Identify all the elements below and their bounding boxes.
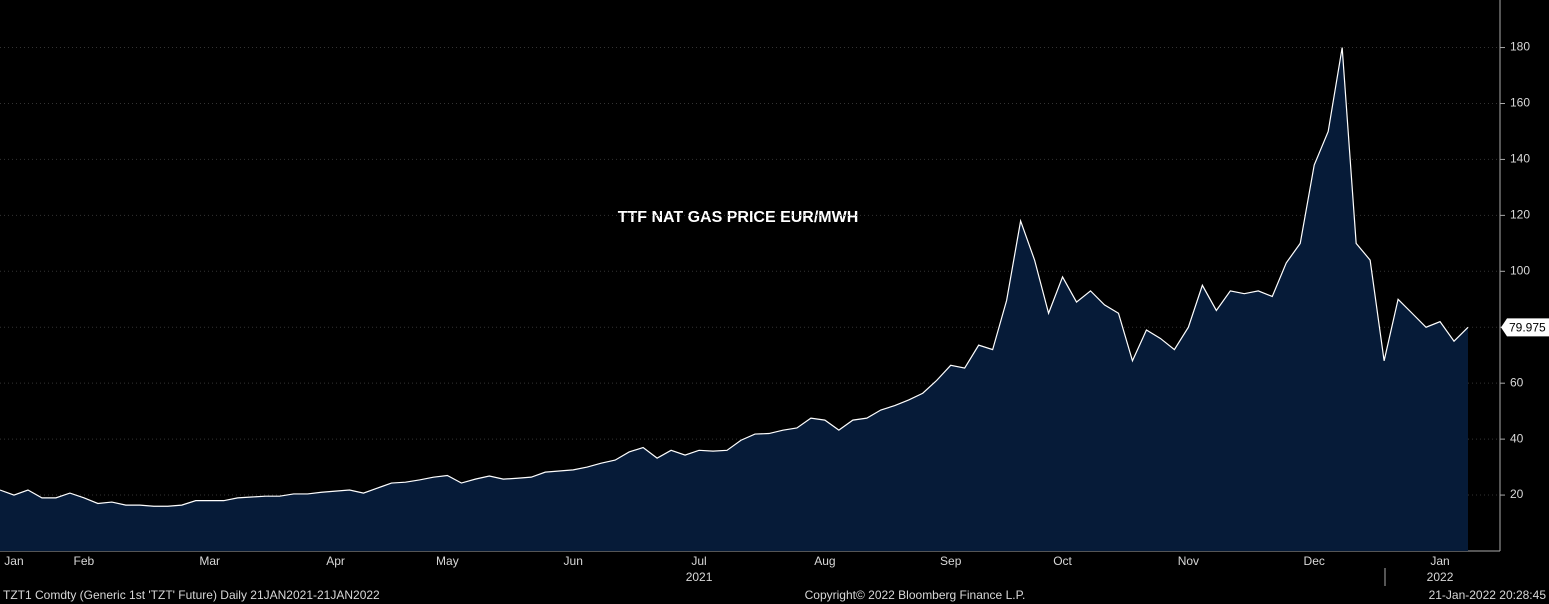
x-tick-label: Feb <box>74 554 95 568</box>
x-tick-label: Sep <box>940 554 962 568</box>
x-tick-label: Oct <box>1053 554 1072 568</box>
y-tick-label: 140 <box>1510 152 1530 166</box>
y-tick-label: 180 <box>1510 40 1530 54</box>
line <box>0 47 1469 507</box>
x-tick-label: Jan <box>1430 554 1449 568</box>
footer-center: Copyright© 2022 Bloomberg Finance L.P. <box>805 588 1026 602</box>
footer-right: 21-Jan-2022 20:28:45 <box>1429 588 1547 602</box>
y-tick-label: 20 <box>1510 487 1524 501</box>
last-value-label: 79.975 <box>1509 320 1546 334</box>
x-tick-label: Jul <box>691 554 706 568</box>
year-label: 2022 <box>1427 570 1454 584</box>
x-tick-label: May <box>436 554 459 568</box>
x-tick-label: Dec <box>1304 554 1325 568</box>
footer-left: TZT1 Comdty (Generic 1st 'TZT' Future) D… <box>3 588 380 602</box>
y-tick-label: 120 <box>1510 208 1530 222</box>
area <box>0 47 1468 552</box>
chart-title: TTF NAT GAS PRICE EUR/MWH <box>618 209 859 226</box>
x-tick-label: Jun <box>564 554 583 568</box>
y-tick-label: 160 <box>1510 96 1530 110</box>
x-tick-label: Apr <box>326 554 345 568</box>
y-tick-label: 60 <box>1510 375 1524 389</box>
x-tick-label: Mar <box>199 554 220 568</box>
last-value-box <box>1501 318 1549 337</box>
x-tick-label: Jan <box>4 554 23 568</box>
x-tick-label: Aug <box>814 554 835 568</box>
y-tick-label: 100 <box>1510 263 1530 277</box>
y-tick-label: 40 <box>1510 431 1524 445</box>
x-tick-label: Nov <box>1178 554 1199 568</box>
year-label: 2021 <box>686 570 713 584</box>
